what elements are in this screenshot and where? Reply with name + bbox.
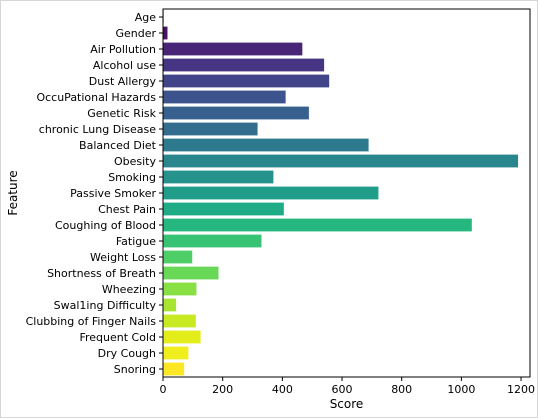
bar xyxy=(163,330,201,344)
bar xyxy=(163,298,177,312)
x-tick-label: 600 xyxy=(332,383,353,396)
bars-layer xyxy=(163,10,519,376)
bar xyxy=(163,106,309,120)
bar xyxy=(163,138,369,152)
category-label: Passive Smoker xyxy=(70,187,156,200)
bar xyxy=(163,250,193,264)
category-label: Shortness of Breath xyxy=(47,267,156,280)
x-tick-label: 200 xyxy=(212,383,233,396)
x-tick-label: 800 xyxy=(391,383,412,396)
category-label: Balanced Diet xyxy=(79,139,157,152)
category-label: Age xyxy=(135,11,157,24)
bar xyxy=(163,90,286,104)
bar xyxy=(163,170,274,184)
bar xyxy=(163,26,168,40)
x-tick-label: 1000 xyxy=(447,383,475,396)
category-label: chronic Lung Disease xyxy=(39,123,156,136)
category-label: Frequent Cold xyxy=(79,331,156,344)
x-tick-label: 400 xyxy=(272,383,293,396)
bar xyxy=(163,266,219,280)
category-label: OccuPational Hazards xyxy=(36,91,156,104)
bar xyxy=(163,314,196,328)
bar xyxy=(163,362,185,376)
bar xyxy=(163,122,258,136)
category-label: Dust Allergy xyxy=(89,75,157,88)
category-label: Dry Cough xyxy=(98,347,156,360)
category-label: Clubbing of Finger Nails xyxy=(26,315,157,328)
bar xyxy=(163,42,303,56)
category-label: Gender xyxy=(115,27,156,40)
bar xyxy=(163,234,262,248)
y-axis-label: Feature xyxy=(6,170,20,215)
bar xyxy=(163,186,379,200)
bar xyxy=(163,58,325,72)
bar xyxy=(163,154,519,168)
category-labels: Age Gender Air Pollution Alcohol use Dust Al… xyxy=(26,11,163,376)
bar xyxy=(163,282,197,296)
bar xyxy=(163,202,284,216)
bar xyxy=(163,346,189,360)
category-label: Snoring xyxy=(114,363,156,376)
category-label: Swal1ing Difficulty xyxy=(54,299,157,312)
category-label: Fatigue xyxy=(116,235,156,248)
category-label: Wheezing xyxy=(102,283,156,296)
category-label: Chest Pain xyxy=(98,203,156,216)
x-tick-label: 0 xyxy=(160,383,167,396)
x-tick-label: 1200 xyxy=(507,383,535,396)
bar xyxy=(163,74,330,88)
category-label: Coughing of Blood xyxy=(55,219,156,232)
plot-area-frame xyxy=(162,8,531,378)
x-axis: 0 200 400 600 800 1000 1200 xyxy=(160,377,535,396)
category-label: Smoking xyxy=(108,171,156,184)
bar xyxy=(163,218,472,232)
category-label: Genetic Risk xyxy=(87,107,156,120)
category-label: Air Pollution xyxy=(90,43,156,56)
category-label: Obesity xyxy=(114,155,157,168)
category-label: Weight Loss xyxy=(90,251,156,264)
x-axis-label: Score xyxy=(330,397,364,411)
category-label: Alcohol use xyxy=(93,59,156,72)
